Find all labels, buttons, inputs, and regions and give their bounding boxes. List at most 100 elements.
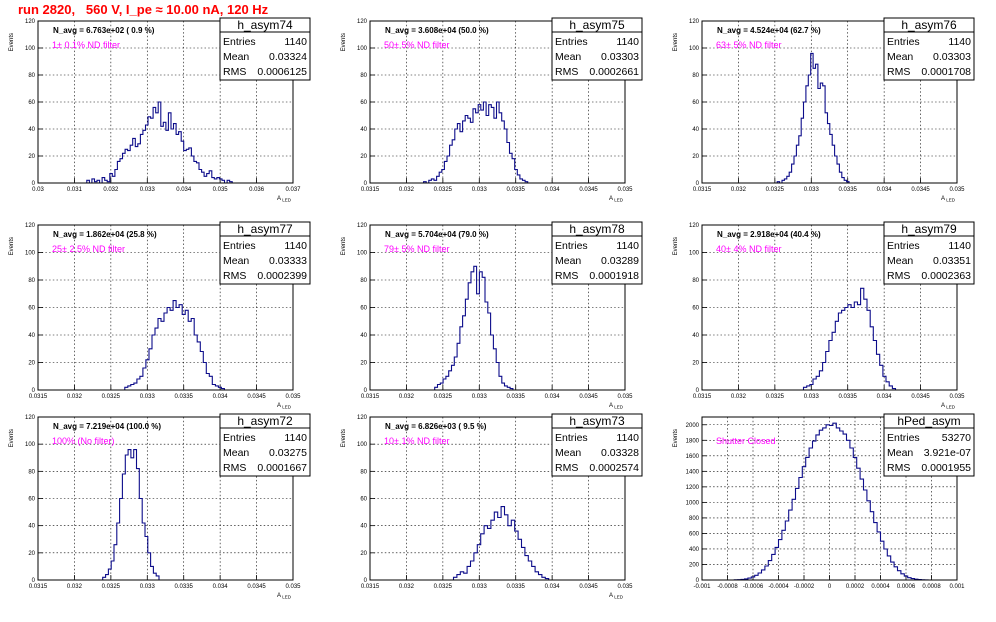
- stats-box: h_asym76 Entries 1140 Mean 0.03303 RMS 0.00017…: [883, 17, 975, 81]
- y-tick-label: 800: [689, 516, 700, 522]
- x-axis-label: A LED: [609, 403, 624, 410]
- stats-value: 0.03324: [269, 51, 307, 63]
- x-tick-label: 0.035: [949, 394, 965, 400]
- y-tick-label: 40: [360, 524, 367, 530]
- x-tick-label: 0.032: [67, 584, 83, 590]
- x-tick-label: 0.0315: [693, 187, 712, 193]
- x-axis-label: A LED: [609, 196, 624, 203]
- x-tick-label: 0.0325: [434, 187, 453, 193]
- y-tick-label: 20: [28, 154, 35, 160]
- x-tick-label: 0.033: [140, 584, 156, 590]
- y-tick-label: 20: [360, 551, 367, 557]
- y-axis-label: Events: [341, 429, 347, 447]
- histogram-svg: 0.0315 0.032 0.0325 0.033 0.0335 0.034 0.0345 0…: [341, 221, 643, 410]
- x-tick-label: -0.0008: [717, 584, 738, 590]
- x-tick-label: 0.0315: [29, 584, 48, 590]
- x-tick-label: 0.03: [32, 187, 44, 193]
- navg-label: N_avg = 3.608e+04 (50.0 %): [385, 26, 489, 35]
- stats-value: 0.03275: [269, 447, 307, 459]
- stats-key: Entries: [223, 432, 256, 444]
- stats-box: h_asym77 Entries 1140 Mean 0.03333 RMS 0.00023…: [219, 221, 311, 285]
- x-tick-label: 0.0002: [846, 584, 865, 590]
- y-tick-label: 0: [32, 181, 36, 187]
- histogram-bars: [450, 506, 553, 581]
- x-tick-label: 0.035: [617, 584, 633, 590]
- stats-key: RMS: [555, 462, 578, 474]
- y-tick-label: 60: [360, 306, 367, 312]
- x-tick-label: -0.0006: [743, 584, 764, 590]
- y-tick-label: 40: [360, 333, 367, 339]
- stats-key: Mean: [555, 51, 581, 63]
- stats-box: h_asym73 Entries 1140 Mean 0.03328 RMS 0.00025…: [551, 413, 643, 477]
- stats-value: 1140: [616, 36, 639, 48]
- y-tick-label: 0: [364, 578, 368, 584]
- x-tick-label: 0.0345: [911, 187, 930, 193]
- plot-frame: [37, 20, 294, 184]
- x-tick-label: 0.032: [103, 187, 119, 193]
- stats-key: Entries: [887, 240, 920, 252]
- x-tick-label: 0.0335: [507, 584, 526, 590]
- x-tick-label: 0.037: [285, 187, 301, 193]
- x-axis-label: A LED: [277, 403, 292, 410]
- plot-frame: [701, 20, 958, 184]
- x-tick-label: 0.033: [804, 187, 820, 193]
- filter-annotation: Shutter Closed: [716, 436, 776, 446]
- x-tick-label: 0.032: [67, 394, 83, 400]
- y-tick-label: 100: [357, 251, 368, 257]
- histogram-panel-h-asym75: 0.0315 0.032 0.0325 0.033 0.0335 0.034 0.0345 0…: [332, 17, 664, 225]
- filter-annotation: 63± 5% ND filter: [716, 40, 781, 50]
- filter-annotation: 40± 4% ND filter: [716, 244, 781, 254]
- y-tick-label: 120: [25, 223, 36, 229]
- x-axis-label: A LED: [941, 196, 956, 203]
- stats-key: Mean: [555, 255, 581, 267]
- y-tick-label: 20: [692, 154, 699, 160]
- x-tick-label: 0.035: [949, 187, 965, 193]
- y-tick-label: 0: [32, 578, 36, 584]
- stats-value: 1140: [284, 240, 307, 252]
- histogram-bars: [800, 287, 899, 391]
- stats-key: Entries: [223, 240, 256, 252]
- y-tick-label: 1200: [686, 485, 700, 491]
- stats-value: 0.03351: [933, 255, 971, 267]
- histogram-panel-h-asym77: 0.0315 0.032 0.0325 0.033 0.0335 0.034 0.0345 0…: [0, 221, 332, 429]
- y-tick-label: 80: [28, 73, 35, 79]
- x-tick-label: 0.001: [949, 584, 965, 590]
- histogram-svg: 0.0315 0.032 0.0325 0.033 0.0335 0.034 0.0345 0…: [673, 17, 975, 203]
- histogram-name: h_asym77: [237, 222, 293, 236]
- stats-key: RMS: [555, 66, 578, 78]
- stats-key: Entries: [887, 432, 920, 444]
- y-tick-label: 400: [689, 547, 700, 553]
- x-tick-label: 0.0345: [247, 394, 266, 400]
- x-tick-label: 0.0345: [579, 584, 598, 590]
- y-tick-label: 1000: [686, 500, 700, 506]
- histogram-svg: 0.0315 0.032 0.0325 0.033 0.0335 0.034 0.0345 0…: [341, 17, 643, 203]
- plot-frame: [37, 416, 294, 581]
- x-tick-label: 0.035: [617, 187, 633, 193]
- stats-value: 0.03303: [933, 51, 971, 63]
- y-tick-label: 1600: [686, 454, 700, 460]
- stats-value: 1140: [284, 36, 307, 48]
- y-axis-label: Events: [341, 237, 347, 255]
- plot-frame: [369, 416, 626, 581]
- histogram-bars: [99, 449, 162, 581]
- x-tick-label: 0.0325: [102, 394, 121, 400]
- y-tick-label: 0: [364, 388, 368, 394]
- stats-value: 0.0001918: [589, 270, 639, 282]
- stats-value: 1140: [616, 432, 639, 444]
- y-axis-label: Events: [673, 237, 679, 255]
- y-tick-label: 120: [357, 223, 368, 229]
- plot-frame: [701, 416, 958, 581]
- y-tick-label: 40: [28, 127, 35, 133]
- x-tick-label: 0.033: [472, 394, 488, 400]
- y-tick-label: 100: [25, 251, 36, 257]
- y-tick-label: 40: [28, 524, 35, 530]
- navg-label: N_avg = 7.219e+04 (100.0 %): [53, 422, 161, 431]
- stats-value: 0.03328: [601, 447, 639, 459]
- histogram-name: h_asym73: [569, 414, 625, 428]
- stats-box: h_asym72 Entries 1140 Mean 0.03275 RMS 0.00016…: [219, 413, 311, 477]
- y-tick-label: 1400: [686, 469, 700, 475]
- plot-frame: [701, 224, 958, 391]
- histogram-name: h_asym74: [237, 18, 293, 32]
- y-tick-label: 80: [360, 73, 367, 79]
- navg-label: N_avg = 6.763e+02 ( 0.9 %): [53, 26, 155, 35]
